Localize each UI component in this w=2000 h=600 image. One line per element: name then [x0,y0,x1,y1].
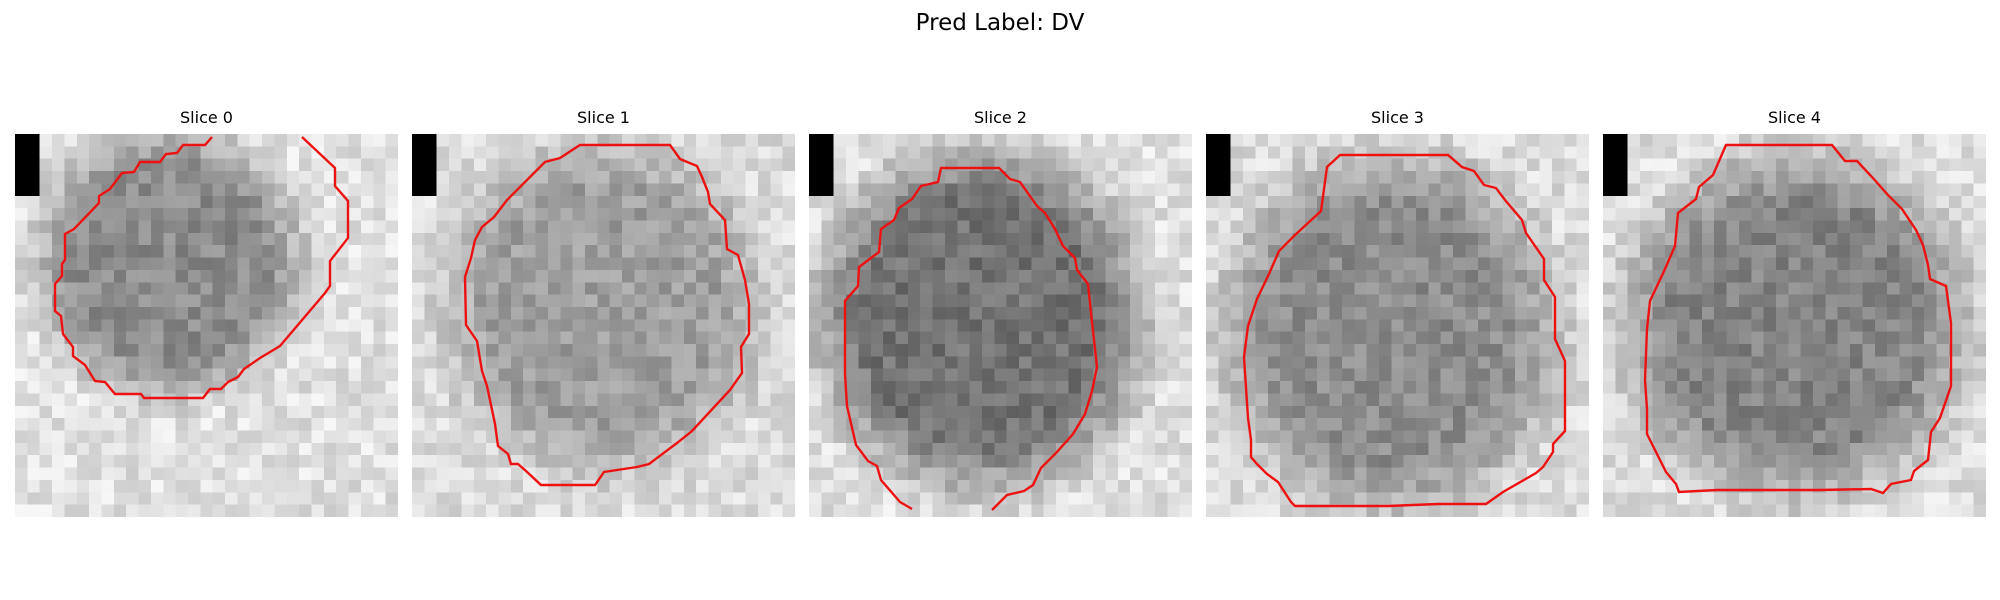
slice-grayscale-image-4 [1603,134,1986,517]
slice-overlay-0 [53,136,350,400]
segmentation-contour-2 [843,166,1099,511]
slice-grayscale-image-2 [809,134,1192,517]
segmentation-contour-4 [1643,143,1953,495]
slice-overlay-4 [1643,143,1953,495]
slice-image-2 [809,134,1192,517]
slice-image-1 [412,134,795,517]
slice-panel-0: Slice 0 [15,108,398,517]
slice-overlay-1 [463,143,751,487]
slice-panel-3: Slice 3 [1206,108,1589,517]
slice-image-0 [15,134,398,517]
slice-panel-1: Slice 1 [412,108,795,517]
segmentation-contour-3 [1242,153,1567,508]
slice-grayscale-image-3 [1206,134,1589,517]
slice-title-0: Slice 0 [180,108,233,127]
segmentation-contour-0 [53,136,350,400]
slice-title-1: Slice 1 [577,108,630,127]
slice-grayscale-image-1 [412,134,795,517]
slice-title-4: Slice 4 [1768,108,1821,127]
slice-image-4 [1603,134,1986,517]
slice-panel-4: Slice 4 [1603,108,1986,517]
slice-overlay-3 [1242,153,1567,508]
slice-image-3 [1206,134,1589,517]
slice-title-2: Slice 2 [974,108,1027,127]
slice-grayscale-image-0 [15,134,398,517]
figure-title: Pred Label: DV [915,10,1085,36]
segmentation-contour-1 [463,143,751,487]
slice-panel-2: Slice 2 [809,108,1192,517]
slice-title-3: Slice 3 [1371,108,1424,127]
slice-overlay-2 [843,166,1099,511]
